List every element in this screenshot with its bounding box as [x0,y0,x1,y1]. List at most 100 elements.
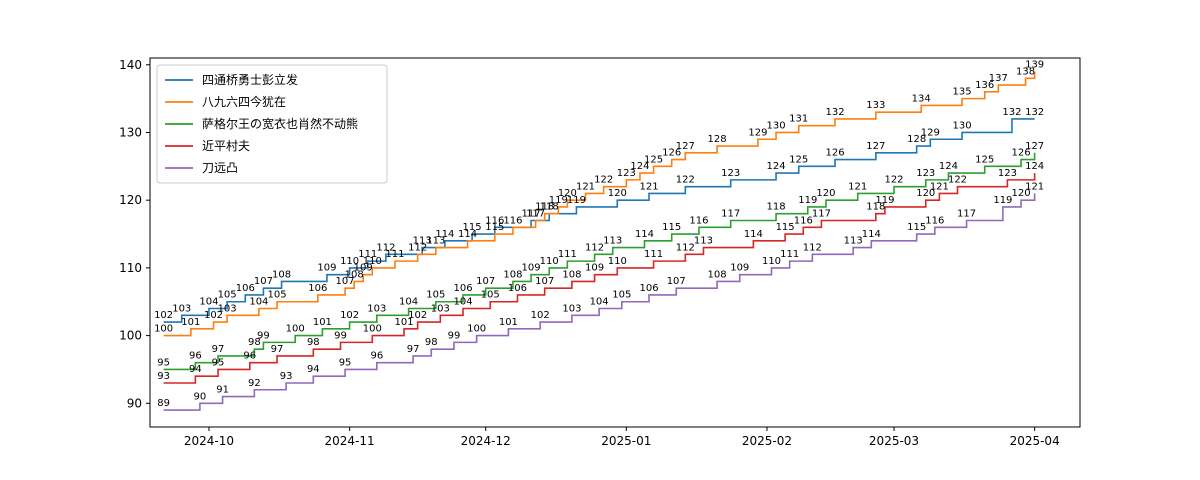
data-label: 130 [767,120,786,131]
data-label: 118 [540,202,559,213]
data-label: 111 [780,249,799,260]
data-label: 132 [1025,107,1044,118]
data-label: 117 [721,209,740,220]
data-label: 97 [212,344,225,355]
data-label: 106 [236,283,255,294]
data-label: 105 [612,290,631,301]
data-label: 89 [157,398,170,409]
data-label: 107 [535,276,554,287]
data-label: 105 [218,290,237,301]
data-label: 115 [485,222,504,233]
data-label: 120 [558,188,577,199]
data-label: 102 [531,310,550,321]
data-label: 96 [189,351,202,362]
data-label: 115 [463,222,482,233]
data-label: 132 [1002,107,1021,118]
data-label: 127 [1025,141,1044,152]
data-label: 118 [767,202,786,213]
data-label: 105 [481,290,500,301]
data-label: 115 [776,222,795,233]
data-label: 112 [408,242,427,253]
data-label: 119 [567,195,586,206]
data-label: 104 [590,297,609,308]
data-label: 128 [907,134,926,145]
data-label: 135 [953,87,972,98]
data-label: 100 [363,324,382,335]
data-label: 110 [762,256,781,267]
legend-entry-label: 四通桥勇士彭立发 [202,72,298,87]
data-label: 100 [286,324,305,335]
data-label: 116 [689,215,708,226]
data-label: 116 [485,215,504,226]
data-label: 119 [549,195,568,206]
data-label-layer: 1021031041051061071081091101111121131141… [154,60,1044,410]
data-label: 102 [408,310,427,321]
data-label: 109 [585,263,604,274]
data-label: 126 [825,148,844,159]
data-label: 100 [467,324,486,335]
data-label: 111 [644,249,663,260]
data-label: 99 [334,330,347,341]
data-label: 104 [249,297,268,308]
data-label: 112 [585,242,604,253]
data-label: 125 [644,154,663,165]
data-label: 126 [1011,148,1030,159]
data-label: 126 [662,148,681,159]
data-label: 138 [1016,66,1035,77]
x-tick-label: 2024-12 [461,434,511,448]
data-label: 117 [526,209,545,220]
x-tick-label: 2025-04 [1010,434,1060,448]
data-label: 90 [194,391,207,402]
data-label: 121 [639,181,658,192]
data-label: 104 [399,297,418,308]
data-label: 109 [354,263,373,274]
data-label: 112 [803,242,822,253]
legend-entry-label: 萨格尔王の宽衣也肖然不动熊 [202,116,358,131]
data-label: 102 [340,310,359,321]
data-label: 119 [993,195,1012,206]
data-label: 121 [930,181,949,192]
data-label: 124 [1025,161,1044,172]
data-label: 123 [617,168,636,179]
y-tick-label: 100 [119,329,142,343]
data-label: 105 [267,290,286,301]
data-label: 118 [866,202,885,213]
series-layer [163,71,1036,411]
data-label: 96 [370,351,383,362]
x-tick-label: 2025-03 [869,434,919,448]
data-label: 120 [1011,188,1030,199]
data-label: 92 [248,378,261,389]
data-label: 96 [243,351,256,362]
series-line [163,152,1036,371]
plot-frame [149,57,1081,428]
y-tick-label: 110 [119,261,142,275]
data-label: 116 [794,215,813,226]
data-label: 115 [907,222,926,233]
data-label: 102 [204,310,223,321]
data-label: 101 [313,317,332,328]
data-label: 117 [522,209,541,220]
x-tick-label: 2024-11 [325,434,375,448]
data-label: 121 [1025,181,1044,192]
data-label: 114 [635,229,654,240]
data-label: 106 [639,283,658,294]
data-label: 114 [458,229,477,240]
data-label: 111 [358,249,377,260]
data-label: 100 [154,324,173,335]
legend-entry-label: 八九六四今犹在 [202,94,286,109]
data-label: 111 [385,249,404,260]
data-label: 121 [576,181,595,192]
data-label: 99 [257,330,270,341]
legend-box [156,64,388,184]
data-label: 131 [789,114,808,125]
data-label: 109 [522,263,541,274]
data-label: 107 [254,276,273,287]
data-label: 134 [912,93,931,104]
y-tick-label: 130 [119,125,142,139]
legend-entry-label: 近平村夫 [202,139,250,153]
series-group [163,152,1036,371]
axis-layer: 2024-10 2024-11 2024-12 2025-01 2025-02 2025-… [119,57,1081,448]
data-label: 106 [453,283,472,294]
